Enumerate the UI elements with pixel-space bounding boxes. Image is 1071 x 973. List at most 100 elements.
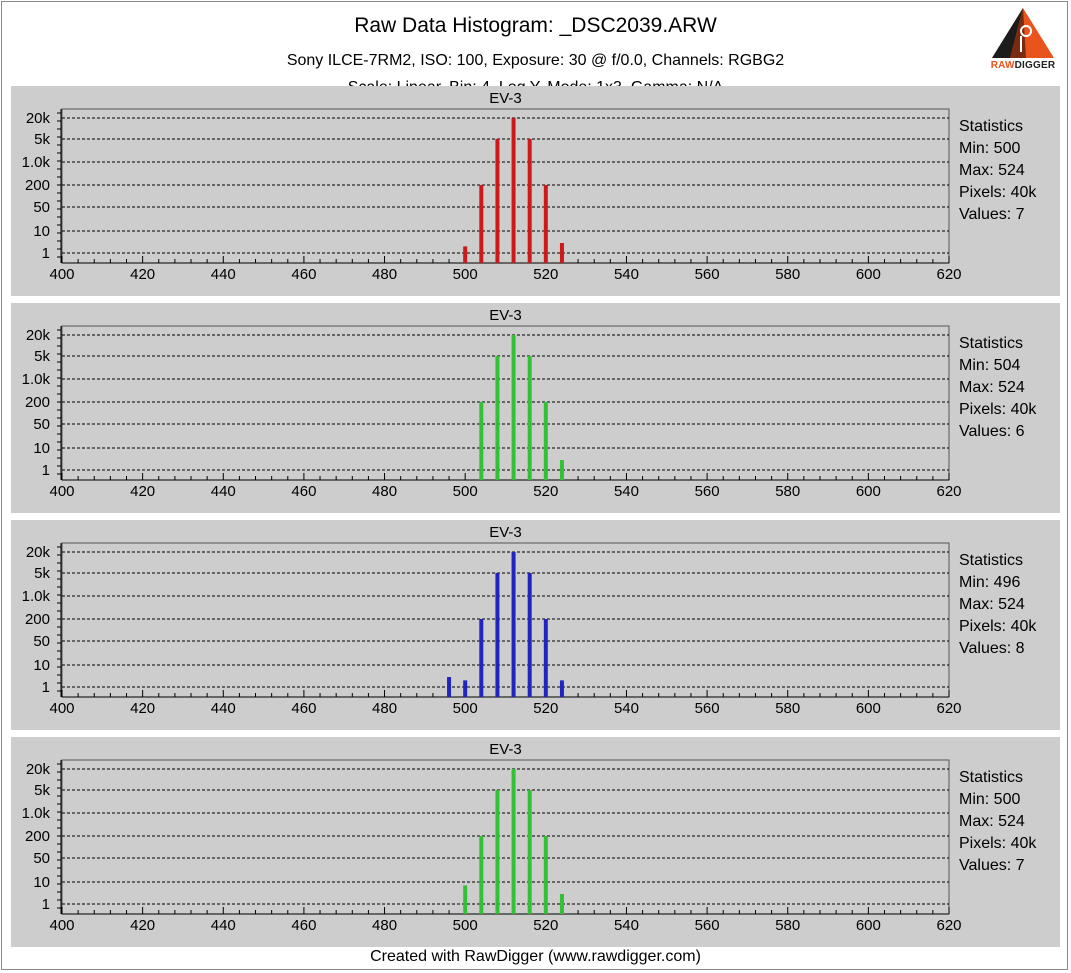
rawdigger-logo-icon [992,8,1054,58]
stats-values: Values: 7 [959,206,1025,223]
plot-area [61,325,950,481]
x-tick-label: 400 [49,700,74,717]
x-tick-label: 620 [936,266,961,283]
stats-values: Values: 6 [959,423,1025,440]
statistics-box: Statistics Min: 500 Max: 524 Pixels: 40k… [959,767,1036,877]
stats-max: Max: 524 [959,813,1025,830]
histogram-chart-green2: EV-3 1 10 50 200 1.0k 5k 20k 400 420 440 460 480 500 5… [22,741,962,934]
x-tick-label: 440 [211,917,236,934]
stats-pixels: Pixels: 40k [959,401,1037,418]
stats-min: Min: 500 [959,791,1021,808]
histogram-panel-green: EV-3 1 10 50 200 1.0k 5k 20k 400 420 440 460 480 500 5… [11,303,1060,513]
histogram-chart-red: EV-3 1 10 50 200 1.0k 5k 20k 400 420 440 460 480 500 5… [22,90,962,283]
histogram-bar [463,680,468,697]
histogram-panel-red: EV-3 1 10 50 200 1.0k 5k 20k 400 420 440 460 480 500 5… [11,86,1060,296]
x-tick-label: 480 [372,266,397,283]
x-tick-label: 600 [856,917,881,934]
stats-min: Min: 500 [959,140,1021,157]
plot-area [61,108,950,264]
y-tick-label: 1 [42,245,50,262]
x-tick-label: 600 [856,266,881,283]
y-tick-label: 50 [33,850,50,867]
x-tick-label: 460 [291,700,316,717]
stats-max: Max: 524 [959,162,1025,179]
stats-pixels: Pixels: 40k [959,184,1037,201]
plot-area [61,759,950,915]
x-tick-label: 440 [211,483,236,500]
x-tick-label: 420 [130,266,155,283]
y-tick-label: 20k [26,327,51,344]
footer-credit: Created with RawDigger (www.rawdigger.co… [370,948,701,965]
stats-header: Statistics [959,552,1024,569]
statistics-box: Statistics Min: 500 Max: 524 Pixels: 40k… [959,116,1036,226]
x-tick-label: 560 [695,700,720,717]
y-tick-label: 10 [33,657,50,674]
histogram-bar [559,243,564,263]
x-tick-label: 620 [936,483,961,500]
x-tick-label: 520 [533,483,558,500]
statistics-box: Statistics Min: 496 Max: 524 Pixels: 40k… [959,550,1036,660]
y-tick-label: 20k [26,761,51,778]
y-tick-label: 5k [34,348,50,365]
stats-header: Statistics [959,118,1024,135]
stats-max: Max: 524 [959,379,1025,396]
x-tick-label: 420 [130,700,155,717]
x-tick-label: 420 [130,917,155,934]
x-tick-label: 560 [695,917,720,934]
histogram-bar [559,460,564,480]
stats-values: Values: 8 [959,640,1025,657]
stats-pixels: Pixels: 40k [959,835,1037,852]
x-tick-label: 620 [936,700,961,717]
y-tick-label: 10 [33,874,50,891]
x-tick-label: 600 [856,483,881,500]
y-tick-label: 1 [42,896,50,913]
x-tick-label: 460 [291,917,316,934]
histogram-bar [527,790,532,914]
y-tick-label: 5k [34,565,50,582]
x-tick-label: 560 [695,266,720,283]
histogram-bar [527,139,532,263]
histogram-panel-blue: EV-3 1 10 50 200 1.0k 5k 20k 400 420 440 460 480 500 5… [11,520,1060,730]
histogram-bar [543,185,548,263]
x-tick-label: 480 [372,483,397,500]
histogram-bar [495,790,500,914]
x-tick-label: 400 [49,266,74,283]
histogram-chart-blue: EV-3 1 10 50 200 1.0k 5k 20k 400 420 440 460 480 500 5… [22,524,962,717]
histogram-bar [463,246,468,263]
y-tick-label: 200 [25,177,50,194]
histogram-bar [463,885,468,914]
x-tick-label: 580 [775,266,800,283]
plot-area [61,542,950,698]
y-tick-label: 200 [25,611,50,628]
histogram-bar [479,402,484,480]
x-tick-label: 400 [49,483,74,500]
x-tick-label: 480 [372,917,397,934]
y-tick-label: 50 [33,416,50,433]
x-tick-label: 540 [614,700,639,717]
stats-min: Min: 496 [959,574,1021,591]
histogram-bar [495,573,500,697]
histogram-bar [495,356,500,480]
chart-title: EV-3 [489,524,522,541]
chart-title: EV-3 [489,741,522,758]
y-tick-label: 200 [25,394,50,411]
statistics-box: Statistics Min: 504 Max: 524 Pixels: 40k… [959,333,1036,443]
x-tick-label: 400 [49,917,74,934]
histogram-chart-green: EV-3 1 10 50 200 1.0k 5k 20k 400 420 440 460 480 500 5… [22,307,962,500]
x-tick-label: 440 [211,700,236,717]
x-tick-label: 540 [614,266,639,283]
scale-info-subtitle: Scale: Linear, Bin: 4, Log Y, Mode: 1x3,… [0,78,1071,87]
x-tick-label: 480 [372,700,397,717]
x-tick-label: 520 [533,917,558,934]
y-tick-label: 20k [26,110,51,127]
x-tick-label: 440 [211,266,236,283]
y-tick-label: 200 [25,828,50,845]
x-tick-label: 580 [775,700,800,717]
x-tick-label: 500 [453,483,478,500]
histogram-bar [511,335,516,480]
stats-max: Max: 524 [959,596,1025,613]
histogram-bar [479,619,484,697]
chart-title: EV-3 [489,307,522,324]
y-tick-label: 5k [34,782,50,799]
